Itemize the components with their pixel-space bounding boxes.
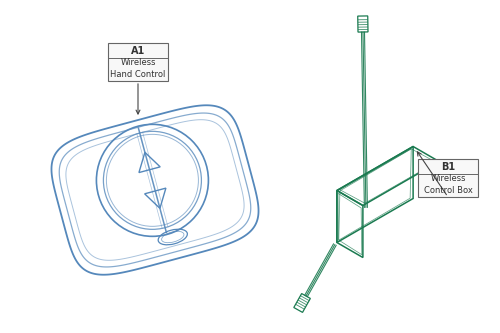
Text: Wireless
Control Box: Wireless Control Box (424, 174, 472, 195)
Text: A1: A1 (131, 46, 145, 56)
Text: B1: B1 (441, 162, 455, 171)
Bar (418, 159, 478, 197)
Text: Wireless
Hand Control: Wireless Hand Control (110, 58, 166, 79)
Bar (108, 43, 168, 81)
